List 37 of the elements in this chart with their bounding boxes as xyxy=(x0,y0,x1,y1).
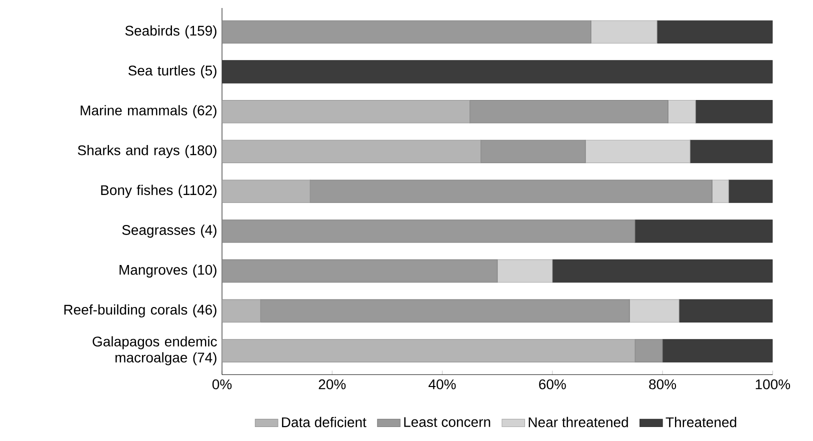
y-tick-label: Seagrasses (4) xyxy=(122,224,216,238)
y-tick-label: Bony fishes (1102) xyxy=(101,184,216,198)
y-tick-label: Seabirds (159) xyxy=(125,25,216,38)
bar xyxy=(712,180,729,203)
legend-label: Near threatened xyxy=(528,416,628,428)
bar xyxy=(222,20,592,44)
bar xyxy=(634,220,773,243)
bar xyxy=(585,140,690,164)
x-tick-label: 100% xyxy=(756,379,790,390)
bar xyxy=(678,299,773,322)
x-tick-label: 60% xyxy=(539,379,566,390)
bar xyxy=(222,220,636,243)
bar xyxy=(662,339,773,362)
y-tick-label: Galapagos endemic macroalgae (74) xyxy=(92,336,217,366)
y-tick-label: Sea turtles (5) xyxy=(128,65,216,78)
bar xyxy=(728,180,773,203)
x-tick-label: 80% xyxy=(649,379,676,390)
bar xyxy=(590,20,658,44)
bar xyxy=(222,259,498,283)
legend-label: Threatened xyxy=(666,416,736,428)
x-tick-label: 20% xyxy=(318,379,346,390)
y-tick-label: Sharks and rays (180) xyxy=(78,144,216,158)
bar xyxy=(690,140,773,164)
bar xyxy=(668,100,696,124)
legend-label: Data deficient xyxy=(282,416,366,428)
bar xyxy=(629,299,680,322)
legend-label: Least concern xyxy=(404,417,490,427)
y-tick-label: Reef-building corals (46) xyxy=(64,304,216,318)
y-tick-label: Marine mammals (62) xyxy=(80,105,216,118)
bar xyxy=(695,100,773,124)
bar xyxy=(222,60,773,84)
bar xyxy=(497,259,553,283)
y-tick-label: Mangroves (10) xyxy=(120,264,216,278)
x-tick-label: 0% xyxy=(212,379,232,390)
x-tick-label: 40% xyxy=(428,379,456,390)
bar xyxy=(656,20,773,44)
bar xyxy=(552,259,773,283)
